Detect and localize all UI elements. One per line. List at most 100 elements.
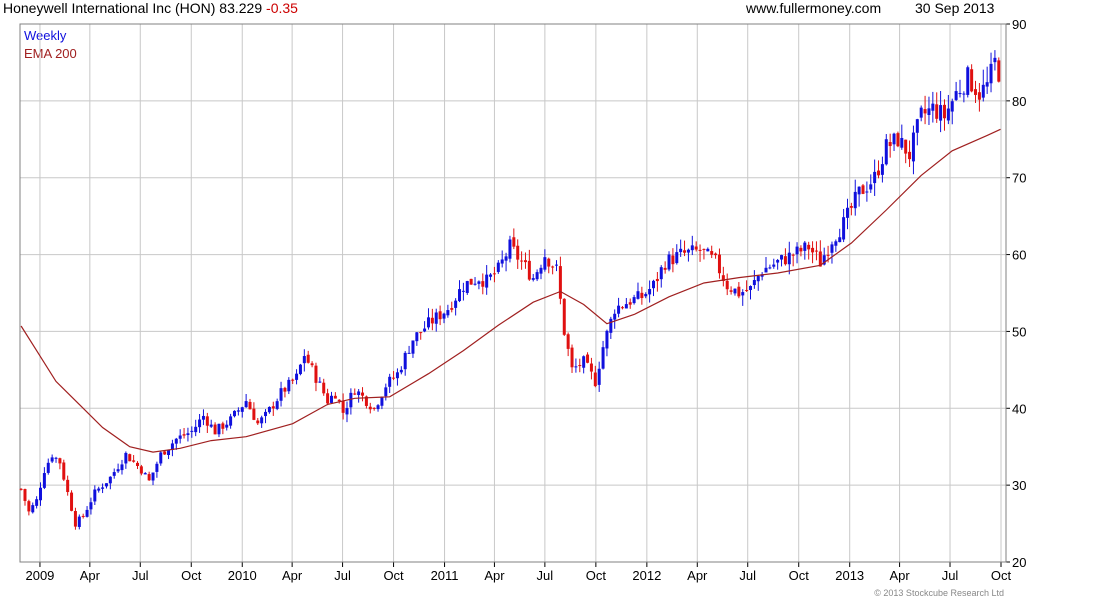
candle-body bbox=[512, 237, 516, 247]
candle-body bbox=[93, 489, 97, 502]
candle-body bbox=[201, 415, 205, 420]
x-tick-label: Oct bbox=[991, 568, 1012, 583]
candle-body bbox=[403, 352, 407, 370]
candle-body bbox=[671, 255, 675, 265]
chart-date: 30 Sep 2013 bbox=[915, 0, 995, 16]
candle-body bbox=[283, 387, 287, 392]
ema-200-line bbox=[20, 128, 1001, 453]
candle-body bbox=[120, 464, 124, 471]
x-tick-label: 2011 bbox=[431, 568, 459, 583]
candle-body bbox=[811, 247, 815, 253]
candle-body bbox=[725, 280, 729, 290]
candle-body bbox=[620, 307, 624, 309]
candle-body bbox=[958, 93, 962, 95]
candle-body bbox=[170, 443, 174, 451]
candle-body bbox=[454, 300, 458, 308]
candle-body bbox=[221, 423, 225, 429]
x-tick-label: Oct bbox=[789, 568, 810, 583]
candle-body bbox=[384, 387, 388, 397]
candle-body bbox=[942, 104, 946, 119]
plot-frame bbox=[19, 23, 1007, 563]
candle-body bbox=[349, 392, 353, 408]
candle-body bbox=[966, 67, 970, 95]
candle-body bbox=[527, 260, 531, 280]
candle-body bbox=[880, 164, 884, 175]
candle-body bbox=[551, 266, 555, 268]
candle-body bbox=[337, 399, 341, 402]
candle-body bbox=[368, 406, 372, 410]
candle-body bbox=[361, 392, 365, 396]
y-tick-label: 80 bbox=[1012, 94, 1026, 109]
candle-body bbox=[399, 369, 403, 373]
candle-body bbox=[205, 416, 209, 426]
candle-body bbox=[345, 408, 349, 415]
candle-body bbox=[341, 400, 345, 413]
candle-body bbox=[760, 274, 764, 277]
candle-body bbox=[989, 63, 993, 84]
candle-body bbox=[799, 247, 803, 252]
candle-body bbox=[147, 474, 151, 481]
candle-body bbox=[108, 476, 112, 484]
candle-body bbox=[143, 473, 147, 475]
candle-body bbox=[877, 170, 881, 176]
candle-body bbox=[652, 280, 656, 289]
candle-body bbox=[167, 449, 171, 456]
y-tick-label: 40 bbox=[1012, 401, 1026, 416]
candle-body bbox=[694, 246, 698, 250]
candle-body bbox=[997, 60, 1001, 82]
ticker-title: Honeywell International Inc (HON) 83.229 bbox=[3, 0, 263, 16]
x-tick-label: Apr bbox=[484, 568, 505, 583]
candle-body bbox=[485, 274, 489, 288]
candle-body bbox=[659, 267, 663, 280]
candle-body bbox=[523, 260, 527, 263]
candle-body bbox=[605, 330, 609, 349]
candle-body bbox=[46, 462, 50, 473]
candle-body bbox=[411, 340, 415, 354]
candle-body bbox=[644, 294, 648, 297]
candle-body bbox=[23, 489, 27, 501]
candle-body bbox=[896, 133, 900, 147]
candle-body bbox=[791, 254, 795, 256]
candle-body bbox=[818, 251, 822, 267]
candle-body bbox=[721, 275, 725, 282]
candle-body bbox=[578, 365, 582, 367]
candle-body bbox=[741, 292, 745, 296]
candle-body bbox=[849, 206, 853, 208]
candle-body bbox=[574, 366, 578, 368]
candle-body bbox=[322, 382, 326, 394]
candle-body bbox=[19, 488, 23, 490]
candle-body bbox=[434, 312, 438, 324]
candle-body bbox=[516, 245, 520, 260]
candle-body bbox=[442, 313, 446, 319]
candle-body bbox=[710, 251, 714, 255]
candle-body bbox=[426, 317, 430, 328]
candle-body bbox=[764, 267, 768, 273]
candle-body bbox=[97, 488, 101, 491]
source-url[interactable]: www.fullermoney.com bbox=[746, 0, 882, 16]
candle-body bbox=[306, 354, 310, 363]
candle-body bbox=[112, 472, 116, 476]
candle-body bbox=[613, 313, 617, 320]
candle-body bbox=[54, 457, 58, 459]
candle-body bbox=[531, 278, 535, 280]
candle-body bbox=[248, 401, 252, 410]
candle-body bbox=[900, 138, 904, 148]
candle-body bbox=[570, 347, 574, 368]
candle-body bbox=[271, 406, 275, 409]
candle-body bbox=[376, 405, 380, 410]
candle-body bbox=[655, 278, 659, 282]
candle-body bbox=[209, 424, 213, 427]
candle-body bbox=[795, 246, 799, 255]
x-tick-label: Apr bbox=[80, 568, 101, 583]
candle-body bbox=[461, 290, 465, 292]
x-tick-label: Jul bbox=[334, 568, 351, 583]
candle-body bbox=[240, 407, 244, 412]
candle-body bbox=[745, 290, 749, 292]
candle-body bbox=[504, 256, 508, 261]
candle-body bbox=[535, 272, 539, 280]
x-tick-label: 2013 bbox=[835, 568, 864, 583]
candle-body bbox=[950, 101, 954, 112]
candle-body bbox=[834, 241, 838, 246]
candle-body bbox=[395, 372, 399, 379]
